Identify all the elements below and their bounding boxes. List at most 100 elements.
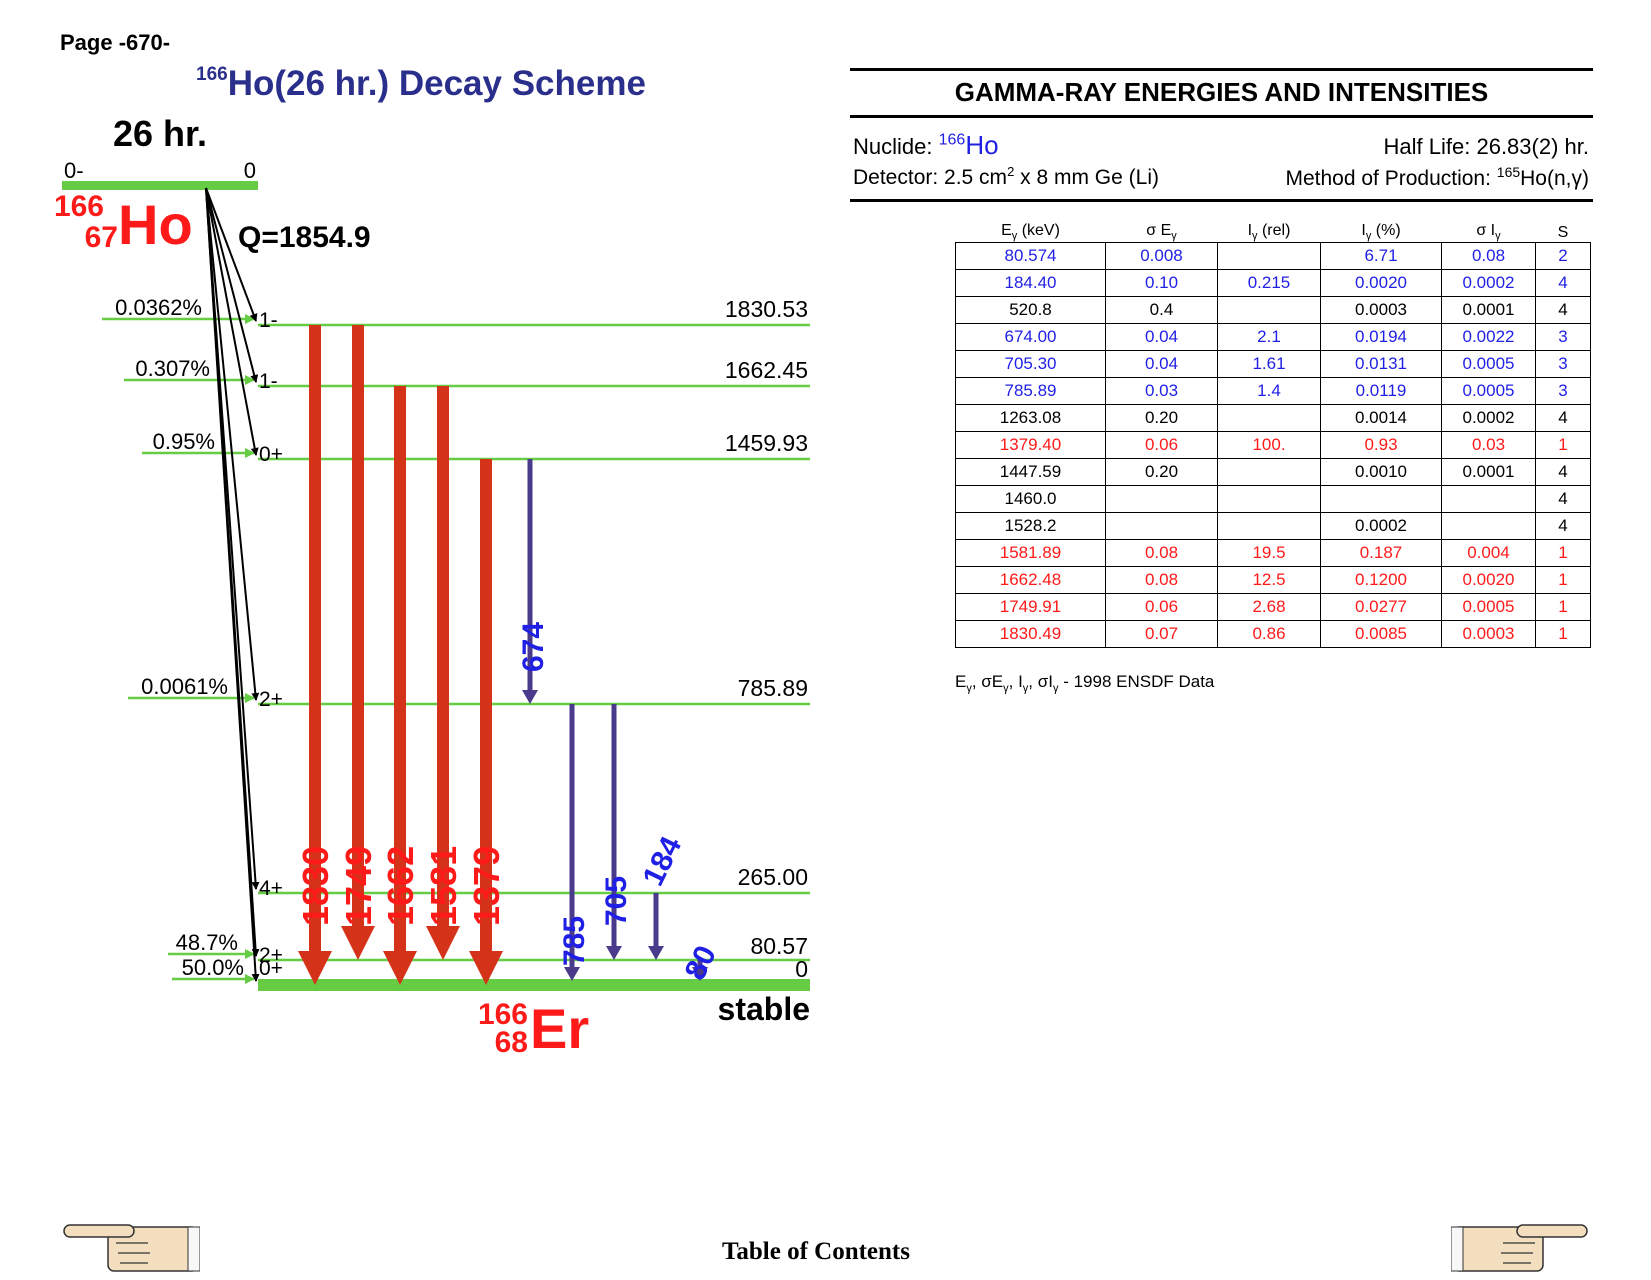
- level-spin-label: 1-: [259, 370, 278, 393]
- table-cell: 12.5: [1217, 566, 1321, 594]
- beta-branch-label: 50.0%: [182, 955, 244, 980]
- table-cell: 0.0119: [1320, 377, 1442, 405]
- gamma-arrowhead: [564, 967, 580, 981]
- table-cell: 0.0002: [1441, 404, 1536, 432]
- gamma-transition-strong: [480, 459, 492, 951]
- table-cell: 1: [1535, 593, 1591, 621]
- table-title: GAMMA-RAY ENERGIES AND INTENSITIES: [954, 77, 1489, 107]
- table-cell: 1: [1535, 431, 1591, 459]
- gamma-transition-weak: [697, 960, 703, 967]
- table-cell: 705.30: [955, 350, 1106, 378]
- next-page-hand-icon[interactable]: [1450, 1215, 1591, 1275]
- gamma-energy-label: 80: [679, 941, 723, 985]
- scheme-title: 166Ho(26 hr.) Decay Scheme: [196, 64, 646, 104]
- table-cell: 0.08: [1441, 242, 1536, 270]
- gamma-transition-strong: [352, 325, 364, 926]
- beta-decay-line: [205, 187, 260, 982]
- table-row: 1830.49 0.07 0.86 0.0085 0.0003 1: [955, 620, 1591, 648]
- level-energy-label: 1459.93: [725, 430, 808, 456]
- table-title-rule: [850, 115, 1593, 118]
- table-row: 1662.48 0.08 12.5 0.1200 0.0020 1: [955, 566, 1591, 594]
- beta-branch-label: 0.307%: [135, 356, 210, 381]
- table-row: 705.30 0.04 1.61 0.0131 0.0005 3: [955, 350, 1591, 378]
- table-cell: 0.008: [1105, 242, 1218, 270]
- table-cell: 2.1: [1217, 323, 1321, 351]
- table-cell: 520.8: [955, 296, 1106, 324]
- table-cell: 0.0131: [1320, 350, 1442, 378]
- parent-half-life: 26 hr.: [113, 113, 207, 154]
- gamma-arrowhead: [692, 967, 708, 981]
- level-energy-label: 1662.45: [725, 357, 808, 383]
- table-cell: 0.0010: [1320, 458, 1442, 486]
- beta-branch-label: 0.95%: [153, 429, 215, 454]
- gamma-arrowhead: [298, 951, 332, 985]
- table-cell: 0.1200: [1320, 566, 1442, 594]
- table-cell: 4: [1535, 269, 1591, 297]
- table-cell: 1830.49: [955, 620, 1106, 648]
- table-cell: 3: [1535, 350, 1591, 378]
- gamma-arrowhead: [648, 946, 664, 960]
- table-cell: [1441, 512, 1536, 540]
- table-cell: 0.0003: [1441, 620, 1536, 648]
- beta-decay-line: [205, 187, 260, 701]
- gamma-ray-table: Eγ (keV) σ Eγ Iγ (rel) Iγ (%) σ Iγ S 80.574 0.…: [955, 212, 1591, 648]
- table-cell: 0.03: [1441, 431, 1536, 459]
- table-cell: 4: [1535, 458, 1591, 486]
- header-sigma-intensity: σ Iγ: [1476, 221, 1501, 242]
- header-intensity-pct: Iγ (%): [1361, 221, 1401, 242]
- level-energy-label: 80.57: [750, 933, 808, 959]
- table-row: 1581.89 0.08 19.5 0.187 0.004 1: [955, 539, 1591, 567]
- gamma-transition-weak: [569, 704, 575, 967]
- table-cell: 1.61: [1217, 350, 1321, 378]
- nuclide-line: Nuclide: 166Ho: [853, 130, 999, 161]
- table-cell: 1: [1535, 620, 1591, 648]
- table-cell: 1460.0: [955, 485, 1106, 513]
- table-cell: 0.86: [1217, 620, 1321, 648]
- level-spin-label: 0+: [259, 957, 283, 980]
- level-energy-label: 0: [795, 956, 808, 982]
- table-cell: 0.04: [1105, 323, 1218, 351]
- table-cell: 1662.48: [955, 566, 1106, 594]
- table-cell: 1447.59: [955, 458, 1106, 486]
- table-cell: 0.93: [1320, 431, 1442, 459]
- table-top-rule: [850, 68, 1593, 71]
- table-cell: 0.07: [1105, 620, 1218, 648]
- table-cell: 0.215: [1217, 269, 1321, 297]
- note-suffix: - 1998 ENSDF Data: [1058, 672, 1215, 691]
- table-cell: 0.10: [1105, 269, 1218, 297]
- table-cell: 0.4: [1105, 296, 1218, 324]
- table-row: 1263.08 0.20 0.0014 0.0002 4: [955, 404, 1591, 432]
- table-cell: 0.0002: [1320, 512, 1442, 540]
- table-row: 785.89 0.03 1.4 0.0119 0.0005 3: [955, 377, 1591, 405]
- level-spin-label: 4+: [259, 877, 283, 900]
- table-cell: 3: [1535, 377, 1591, 405]
- header-sigma-energy: σ Eγ: [1146, 221, 1177, 242]
- daughter-mass-number: 166: [478, 998, 528, 1031]
- stable-label: stable: [718, 991, 810, 1027]
- method-prefix: Method of Production:: [1285, 167, 1497, 190]
- page-label: Page -670-: [60, 30, 171, 55]
- q-value: Q=1854.9: [238, 221, 371, 254]
- half-life: Half Life: 26.83(2) hr.: [1383, 134, 1589, 159]
- gamma-energy-label: 674: [517, 622, 550, 672]
- table-cell: 0.004: [1441, 539, 1536, 567]
- table-cell: 0.20: [1105, 404, 1218, 432]
- table-cell: [1320, 485, 1442, 513]
- parent-spin: 0-: [64, 158, 84, 183]
- table-cell: 0.0020: [1320, 269, 1442, 297]
- detector-prefix: Detector: 2.5 cm: [853, 166, 1008, 189]
- table-cell: 785.89: [955, 377, 1106, 405]
- table-row: 80.574 0.008 6.71 0.08 2: [955, 242, 1591, 270]
- table-cell: 0.187: [1320, 539, 1442, 567]
- table-of-contents-link[interactable]: Table of Contents: [722, 1238, 910, 1265]
- level-energy-label: 265.00: [738, 864, 808, 890]
- table-cell: 4: [1535, 512, 1591, 540]
- previous-page-hand-icon[interactable]: [60, 1215, 201, 1275]
- table-cell: 0.0022: [1441, 323, 1536, 351]
- gamma-energy-label: 184: [637, 831, 689, 891]
- table-cell: 1: [1535, 566, 1591, 594]
- level-spin-label: 0+: [259, 443, 283, 466]
- method-mass: 165: [1496, 164, 1521, 180]
- gamma-arrowhead: [522, 690, 538, 704]
- gamma-arrowhead: [606, 946, 622, 960]
